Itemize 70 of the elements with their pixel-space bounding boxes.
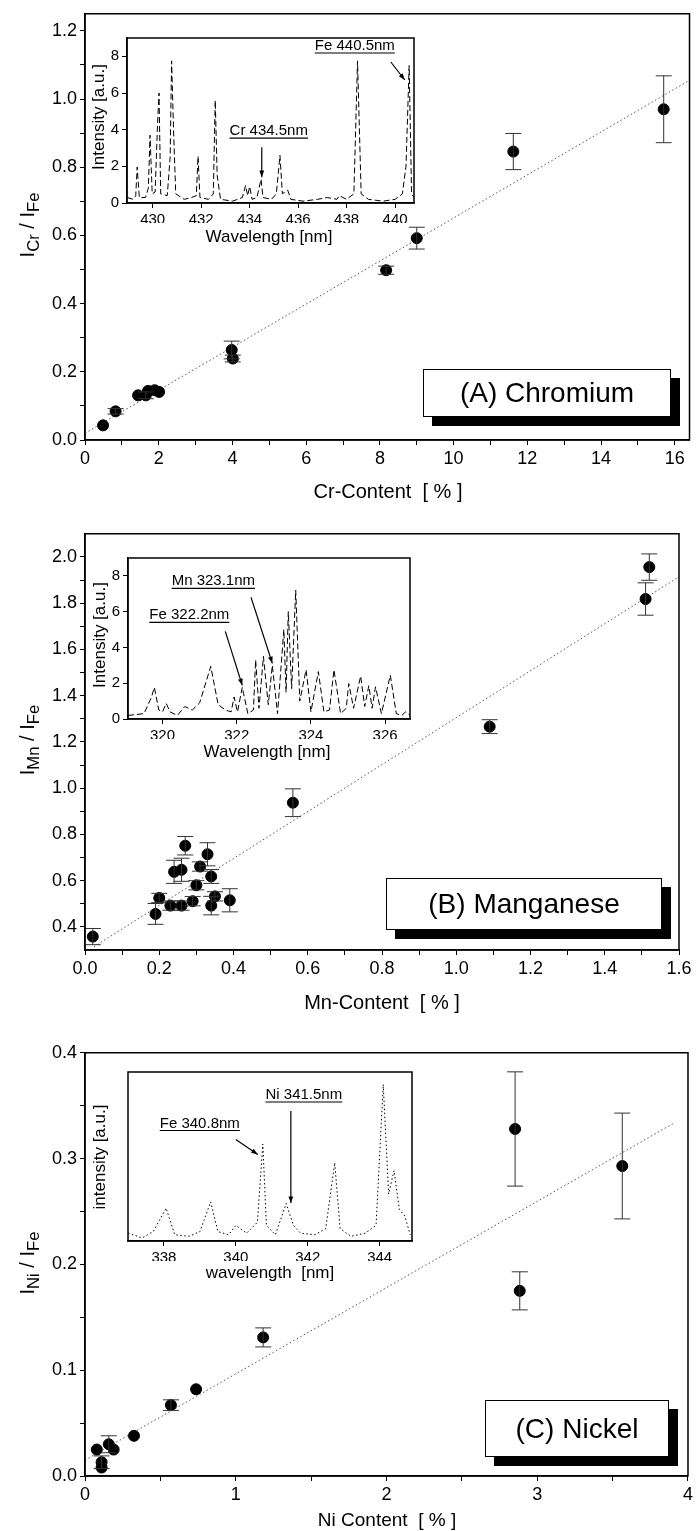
x-tick-label: 0.8 bbox=[369, 957, 395, 978]
x-axis-title: wavelength [nm] bbox=[205, 1263, 335, 1283]
y-tick-label: 0.6 bbox=[51, 869, 77, 890]
x-tick-label: 1.4 bbox=[592, 957, 618, 978]
annotation: Cr 434.5nm bbox=[229, 121, 308, 139]
x-axis-title: Cr-Content [ % ] bbox=[313, 480, 463, 502]
annotation: (B) Manganese bbox=[386, 878, 662, 930]
x-axis-title: Ni Content [ % ] bbox=[317, 1509, 457, 1531]
x-tick-label: 1.2 bbox=[517, 957, 544, 978]
y-tick-label: 0 bbox=[111, 709, 120, 727]
x-tick-label: 1.6 bbox=[666, 957, 692, 978]
annotation: Mn 323.1nm bbox=[171, 571, 256, 589]
x-tick-label: 1 bbox=[230, 1483, 241, 1504]
y-tick-label: 8 bbox=[111, 566, 120, 584]
x-tick-label: 0.2 bbox=[146, 957, 172, 978]
x-tick-label: 2 bbox=[153, 447, 164, 468]
annotation: Fe 340.8nm bbox=[159, 1113, 240, 1131]
x-tick-label: 10 bbox=[443, 447, 464, 468]
x-axis-title: Wavelength [nm] bbox=[203, 742, 331, 762]
annotation: Fe 322.2nm bbox=[149, 605, 230, 623]
y-tick-label: 1.8 bbox=[51, 592, 77, 613]
y-tick-label: 8 bbox=[110, 46, 119, 64]
x-tick-label: 14 bbox=[591, 447, 612, 468]
x-tick-label: 4 bbox=[227, 447, 238, 468]
y-tick-label: 0.6 bbox=[51, 224, 77, 245]
x-tick-label: 0 bbox=[79, 1483, 91, 1504]
y-tick-label: 0.0 bbox=[51, 428, 77, 449]
x-tick-label: 2 bbox=[381, 1483, 392, 1504]
y-tick-label: 1.4 bbox=[51, 684, 77, 705]
y-tick-label: 1.2 bbox=[51, 19, 77, 40]
y-tick-label: 1.0 bbox=[51, 777, 77, 798]
x-tick-label: 0.4 bbox=[220, 957, 247, 978]
y-tick-label: 0.2 bbox=[51, 360, 77, 381]
x-tick-label: 6 bbox=[301, 447, 312, 468]
annotation: Fe 440.5nm bbox=[314, 36, 395, 53]
y-tick-label: 2 bbox=[110, 156, 119, 174]
y-tick-label: 0.8 bbox=[51, 823, 77, 844]
y-tick-label: 2.0 bbox=[51, 545, 77, 566]
y-tick-label: 0.4 bbox=[51, 1041, 77, 1062]
x-tick-label: 1.0 bbox=[443, 957, 469, 978]
annotation: Ni 341.5nm bbox=[265, 1085, 343, 1103]
x-tick-label: 0.6 bbox=[295, 957, 321, 978]
y-tick-label: 0.3 bbox=[51, 1147, 77, 1168]
y-tick-label: 2 bbox=[111, 673, 120, 691]
y-tick-label: 6 bbox=[110, 83, 119, 101]
y-tick-label: 0.1 bbox=[51, 1359, 77, 1380]
x-tick-label: 8 bbox=[374, 447, 385, 468]
y-tick-label: 0 bbox=[110, 193, 119, 211]
y-tick-label: 6 bbox=[111, 601, 120, 619]
y-tick-label: 1.0 bbox=[51, 88, 77, 109]
y-tick-label: 1.6 bbox=[51, 638, 77, 659]
y-tick-label: 0.4 bbox=[51, 915, 77, 936]
y-axis-title: intensity [a.u.] bbox=[89, 1104, 110, 1209]
x-tick-label: 3 bbox=[532, 1483, 543, 1504]
x-tick-label: 4 bbox=[682, 1483, 693, 1504]
x-axis-title: Wavelength [nm] bbox=[205, 227, 333, 247]
y-tick-label: 0.8 bbox=[51, 156, 77, 177]
y-tick-label: 4 bbox=[111, 637, 120, 655]
x-tick-label: 16 bbox=[664, 447, 685, 468]
y-tick-label: 0.0 bbox=[51, 1464, 77, 1485]
annotation: (A) Chromium bbox=[423, 369, 671, 417]
x-tick-label: 0 bbox=[79, 447, 91, 468]
x-tick-label: 12 bbox=[517, 447, 538, 468]
y-axis-title: Intensity [a.u.] bbox=[89, 582, 110, 688]
annotation: (C) Nickel bbox=[485, 1400, 669, 1457]
y-tick-label: 0.4 bbox=[51, 292, 77, 313]
x-tick-label: 0.0 bbox=[72, 957, 98, 978]
x-axis-title: Mn-Content [ % ] bbox=[304, 991, 460, 1013]
y-axis-title: Intensity [a.u.] bbox=[88, 64, 109, 170]
y-tick-label: 4 bbox=[110, 119, 119, 137]
